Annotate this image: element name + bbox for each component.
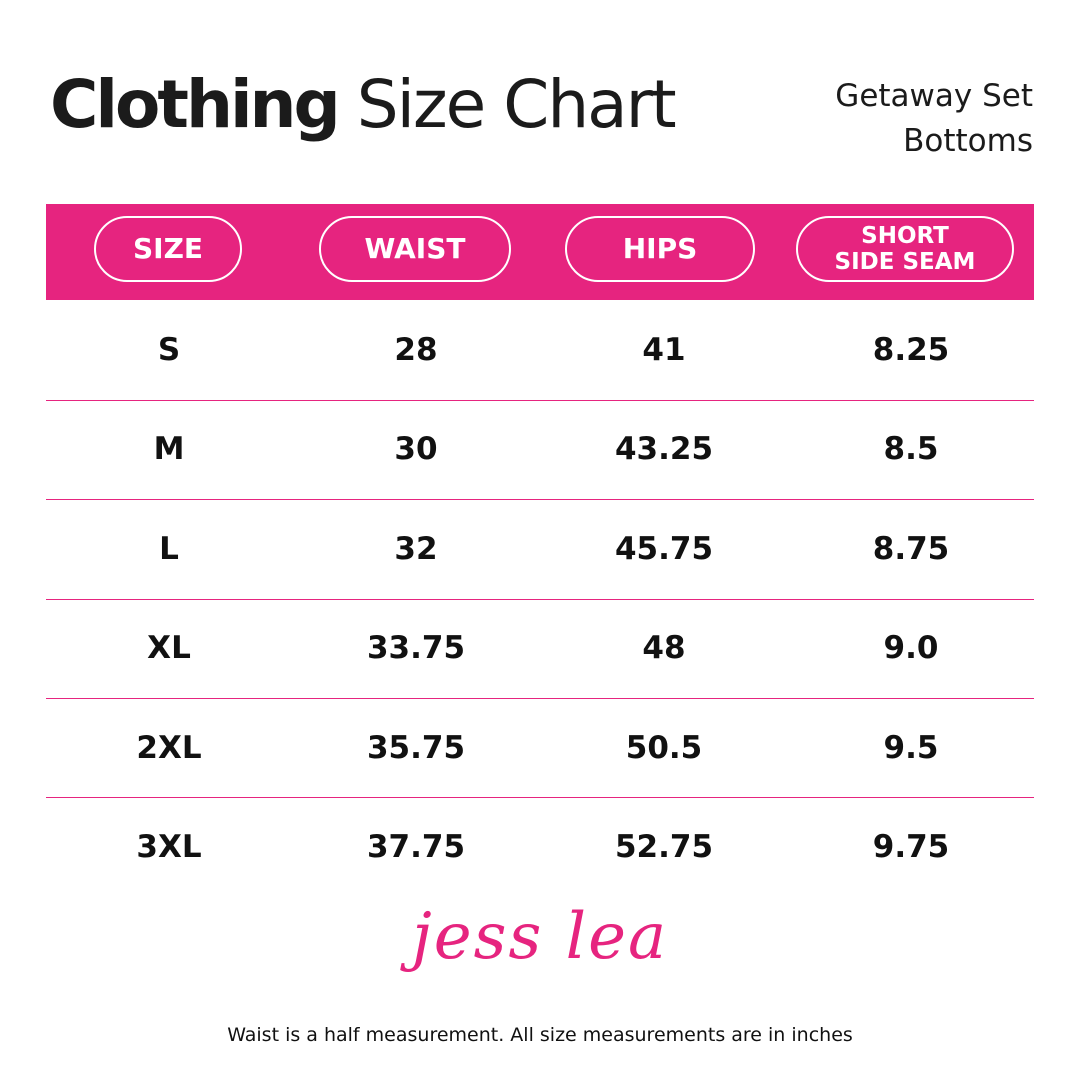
table-cell: 50.5 (625, 729, 703, 766)
table-cell: 43.25 (614, 431, 714, 468)
table-cell: 8.5 (883, 431, 939, 468)
table-cell: 8.75 (872, 530, 950, 567)
title: Clothing Size Chart (50, 66, 677, 143)
row-separator (46, 797, 1034, 798)
column-header: HIPS (565, 216, 755, 282)
table-cell: 41 (642, 332, 686, 368)
header-text: SIDE SEAM (834, 249, 976, 275)
table-cell: 30 (394, 431, 438, 468)
footnote: Waist is a half measurement. All size me… (227, 1024, 853, 1046)
table-cell: 9.5 (883, 729, 939, 766)
table-cell: 48 (642, 630, 686, 667)
logo: jess lea (411, 900, 669, 974)
table-cell: S (157, 332, 181, 368)
row-separator (46, 599, 1034, 600)
row-separator (46, 698, 1034, 699)
column-header: SHORT SIDE SEAM (796, 216, 1014, 282)
table-cell: L (159, 530, 179, 567)
table-cell: 2XL (136, 729, 202, 766)
table-cell: 8.25 (872, 332, 950, 368)
column-header: SIZE (94, 216, 242, 282)
table-cell: 52.75 (614, 829, 714, 865)
table-cell: 33.75 (366, 630, 466, 667)
table-cell: 9.0 (883, 630, 939, 667)
header-text: HIPS (622, 231, 698, 265)
column-header: WAIST (319, 216, 511, 282)
table-cell: XL (147, 630, 191, 667)
table-cell: 45.75 (614, 530, 714, 567)
table-cell: 37.75 (366, 829, 466, 865)
title-bold: Clothing (50, 66, 341, 143)
header-text: SIZE (132, 231, 203, 265)
header-text: SHORT (861, 222, 949, 249)
table-cell: 28 (394, 332, 438, 368)
table-cell: 35.75 (366, 729, 466, 766)
title-rest: Size Chart (356, 66, 677, 143)
row-separator (46, 400, 1034, 401)
header-text: WAIST (364, 231, 466, 265)
row-separator (46, 499, 1034, 500)
table-cell: 9.75 (872, 829, 950, 865)
table-cell: M (153, 431, 185, 468)
table-cell: 3XL (136, 829, 202, 865)
table-cell: 32 (394, 530, 438, 567)
subtitle: Getaway Set (835, 78, 1033, 114)
subtitle: Bottoms (903, 123, 1033, 159)
